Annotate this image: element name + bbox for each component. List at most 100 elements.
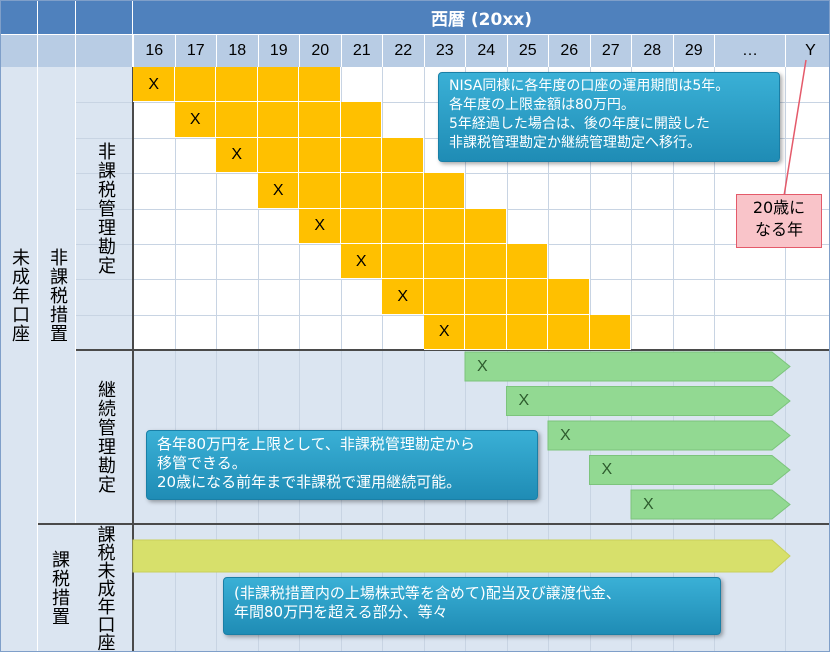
year-label: Y	[785, 34, 830, 67]
nisa-note-line-4: 非課税管理勘定か継続管理勘定へ移行。	[449, 135, 701, 151]
tax-exempt-cell	[299, 208, 341, 244]
continuation-note: 各年80万円を上限として、非課税管理勘定から 移管できる。 20歳になる前年まで…	[146, 430, 538, 500]
tax-exempt-cell	[299, 173, 341, 209]
gridline-vertical	[257, 67, 259, 652]
tax-exempt-cell	[216, 102, 258, 138]
continuation-x-mark: X	[477, 357, 488, 375]
tax-exempt-cell	[257, 173, 299, 209]
age20-callout: 20歳に なる年	[736, 194, 822, 248]
year-row-corner-3	[76, 34, 133, 67]
tax-exempt-cell	[382, 208, 424, 244]
tax-exempt-cell	[299, 137, 341, 174]
tax-exempt-cell	[382, 173, 424, 209]
year-label: 27	[589, 34, 631, 67]
taxable-label-column-1	[0, 524, 38, 652]
tax-exempt-cell	[548, 314, 590, 351]
tax-exempt-cell	[423, 208, 465, 244]
tax-exempt-cell	[465, 279, 507, 315]
year-label: 24	[465, 34, 507, 67]
taxable-measure-label: 課税措置	[49, 550, 70, 626]
year-label: 22	[382, 34, 424, 67]
x-mark: X	[314, 217, 326, 235]
tax-exempt-cell	[340, 137, 382, 174]
tax-exempt-cell	[340, 244, 382, 280]
gridline-vertical	[423, 67, 425, 652]
tax-exempt-cell	[257, 67, 299, 103]
minor-account-column	[0, 67, 38, 524]
year-label: 26	[548, 34, 590, 67]
tax-exempt-cell	[382, 244, 424, 280]
taxable-note-line-2: 年間80万円を超える部分、等々	[234, 603, 448, 621]
year-label: …	[714, 34, 785, 67]
tax-exempt-cell	[174, 102, 216, 138]
gridline-vertical	[299, 67, 300, 652]
gridline-vertical	[340, 67, 342, 652]
year-label: 29	[672, 34, 714, 67]
continuation-note-line-2: 移管できる。	[157, 454, 247, 472]
gridline-vertical	[174, 67, 176, 652]
year-row-corner-1	[0, 34, 38, 67]
tax-exempt-cell	[548, 279, 590, 315]
gridline-vertical	[785, 67, 786, 652]
divider-label-columns	[132, 67, 134, 652]
tax-exempt-cell	[299, 102, 341, 138]
year-label: 20	[299, 34, 341, 67]
tax-exempt-cell	[423, 279, 465, 315]
tax-exempt-column	[38, 67, 76, 524]
tax-exempt-cell	[506, 314, 548, 351]
year-row-corner-2	[38, 34, 76, 67]
tax-exempt-cell	[174, 67, 216, 103]
x-mark: X	[272, 181, 284, 199]
tax-exempt-cell	[465, 208, 507, 244]
year-label: 28	[631, 34, 673, 67]
gridline-vertical	[216, 67, 217, 652]
tax-exempt-cell	[465, 244, 507, 280]
tax-exempt-cell	[257, 137, 299, 174]
tax-exempt-measure-label: 非課税措置	[47, 247, 68, 343]
nisa-note-line-3: 5年経過した場合は、後の年度に開設した	[449, 116, 710, 132]
tax-exempt-cell	[423, 314, 465, 351]
year-label: 23	[423, 34, 465, 67]
taxable-note: (非課税措置内の上場株式等を含めて)配当及び譲渡代金、 年間80万円を超える部分…	[223, 577, 721, 635]
gridline-vertical	[382, 67, 383, 652]
tax-exempt-cell	[216, 137, 258, 174]
nisa-note-line-2: 各年度の上限金額は80万円。	[449, 97, 635, 113]
taxable-note-line-1: (非課税措置内の上場株式等を含めて)配当及び譲渡代金、	[234, 584, 621, 602]
divider-taxable	[38, 523, 830, 525]
tax-exempt-cell	[299, 67, 341, 103]
year-label: 25	[506, 34, 548, 67]
continuation-note-line-1: 各年80万円を上限として、非課税管理勘定から	[157, 435, 475, 453]
x-mark: X	[397, 288, 409, 306]
x-mark: X	[438, 323, 450, 341]
continuation-custody-label: 継続管理勘定	[95, 380, 116, 494]
nisa-note: NISA同様に各年度の口座の運用期間は5年。 各年度の上限金額は80万円。 5年…	[438, 72, 780, 162]
tax-exempt-cell	[423, 173, 465, 209]
tax-exempt-custody-label: 非課税管理勘定	[95, 142, 116, 275]
year-label: 16	[133, 34, 175, 67]
tax-exempt-cell	[133, 67, 175, 103]
header-corner-2	[38, 0, 76, 34]
continuation-x-mark: X	[560, 426, 571, 444]
year-label: 17	[174, 34, 216, 67]
continuation-note-line-3: 20歳になる前年まで非課税で運用継続可能。	[157, 473, 462, 491]
x-mark: X	[355, 252, 367, 270]
x-mark: X	[231, 146, 243, 164]
tax-exempt-cell	[340, 173, 382, 209]
tax-exempt-cell	[506, 244, 548, 280]
age20-callout-line-2: なる年	[754, 220, 803, 239]
nisa-note-line-1: NISA同様に各年度の口座の運用期間は5年。	[449, 78, 730, 94]
tax-exempt-cell	[423, 244, 465, 280]
minor-account-label: 未成年口座	[9, 248, 30, 343]
age20-callout-line-1: 20歳に	[752, 198, 806, 217]
x-mark: X	[148, 75, 160, 93]
tax-exempt-cell	[340, 208, 382, 244]
continuation-x-mark: X	[643, 495, 654, 513]
tax-exempt-cell	[340, 102, 382, 138]
tax-exempt-cell	[216, 67, 258, 103]
year-label: 18	[216, 34, 258, 67]
continuation-x-mark: X	[518, 392, 530, 409]
tax-exempt-cell	[589, 314, 631, 351]
tax-exempt-cell	[382, 279, 424, 315]
header-corner-1	[0, 0, 38, 34]
